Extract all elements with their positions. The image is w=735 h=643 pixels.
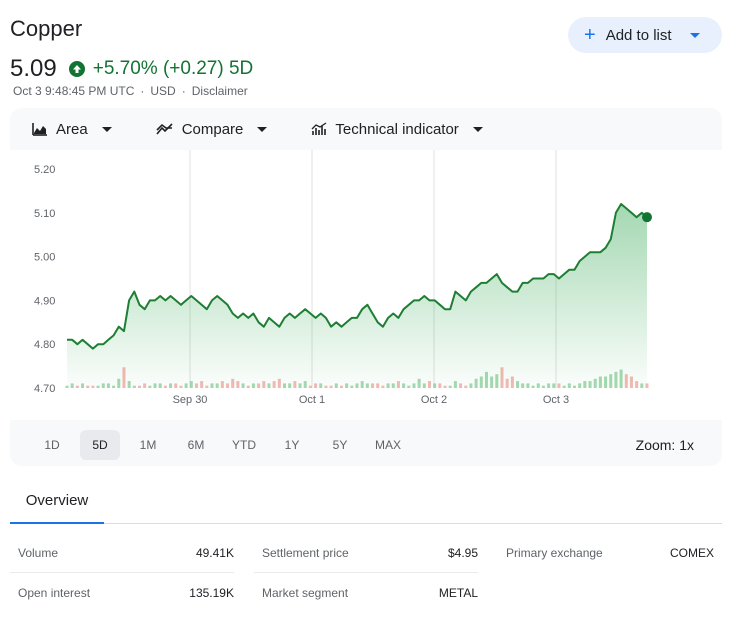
add-to-list-label: Add to list [605, 26, 672, 44]
compare-dropdown[interactable]: Compare [156, 121, 268, 138]
last-price-point [642, 212, 652, 223]
price-change: +5.70% (+0.27) 5D [92, 58, 254, 79]
stat-volume: Volume 49.41K [10, 533, 234, 573]
y-tick-label: 5.00 [34, 252, 55, 264]
plus-icon: + [584, 24, 596, 46]
range-button-1d[interactable]: 1D [44, 438, 60, 452]
price-area-fill [67, 204, 647, 388]
timestamp: Oct 3 9:48:45 PM UTC [13, 84, 135, 98]
chart-type-label: Area [56, 120, 88, 138]
range-button-5d[interactable]: 5D [80, 430, 120, 460]
price-line [67, 203, 648, 350]
compare-label: Compare [181, 120, 244, 138]
stat-label: Open interest [18, 586, 91, 600]
arrow-up-circle-icon [68, 61, 85, 77]
currency: USD [150, 84, 176, 98]
price-chart[interactable]: 5.20 5.10 5.00 4.90 4.80 4.70 Sep 30 Oct 1 Oct 2… [10, 150, 722, 420]
zoom-level: Zoom: 1x [635, 437, 694, 453]
y-tick-label: 5.10 [34, 208, 55, 220]
range-button-ytd[interactable]: YTD [232, 438, 256, 452]
stat-value: 135.19K [189, 586, 234, 600]
chart-type-dropdown[interactable]: Area [32, 121, 112, 138]
technical-indicator-dropdown[interactable]: Technical indicator [311, 120, 483, 138]
stat-label: Primary exchange [506, 546, 603, 560]
y-tick-label: 4.80 [34, 339, 55, 351]
y-tick-label: 4.90 [34, 295, 55, 307]
add-to-list-button[interactable]: + Add to list [568, 17, 722, 53]
x-tick-label: Oct 3 [543, 394, 569, 406]
current-price: 5.09 [10, 55, 57, 82]
disclaimer-link[interactable]: Disclaimer [191, 84, 248, 98]
y-tick-label: 5.20 [34, 164, 55, 176]
stat-value: METAL [438, 586, 478, 600]
stat-label: Settlement price [262, 545, 349, 560]
stat-label: Volume [18, 545, 59, 560]
range-button-max[interactable]: MAX [374, 438, 401, 452]
stat-value: COMEX [669, 546, 714, 560]
chart-toolbar: Area Compare Technical indicator [10, 108, 722, 150]
range-button-6m[interactable]: 6M [187, 438, 205, 452]
chart-card: Area Compare Technical indicator 5.20 5.1… [10, 108, 722, 466]
stat-value: $4.95 [447, 545, 478, 560]
stat-settlement-price: Settlement price $4.95 [254, 533, 478, 573]
chevron-down-icon [689, 32, 700, 38]
time-range-selector: 1D 5D 1M 6M YTD 1Y 5Y MAX [32, 430, 408, 460]
chart-area[interactable]: 5.20 5.10 5.00 4.90 4.80 4.70 Sep 30 Oct 1 Oct 2… [10, 150, 722, 420]
stat-label: Market segment [262, 586, 349, 600]
separator-dot: · [181, 84, 186, 98]
range-button-1m[interactable]: 1M [139, 438, 157, 452]
chevron-down-icon [472, 126, 483, 132]
technical-indicator-label: Technical indicator [335, 120, 459, 138]
compare-icon [156, 123, 173, 135]
indicator-icon [311, 122, 327, 135]
stat-primary-exchange: Primary exchange COMEX [498, 533, 714, 573]
stat-value: 49.41K [195, 545, 234, 560]
area-chart-icon [32, 123, 47, 136]
price-row: 5.09 +5.70% (+0.27) 5D [10, 55, 253, 83]
tab-bar: Overview [10, 478, 722, 524]
range-button-5y[interactable]: 5Y [332, 438, 348, 452]
x-tick-label: Oct 2 [421, 394, 447, 406]
tab-overview[interactable]: Overview [10, 478, 104, 524]
chevron-down-icon [257, 126, 268, 132]
x-tick-label: Oct 1 [299, 394, 325, 406]
stat-open-interest: Open interest 135.19K [10, 573, 234, 613]
quote-meta: Oct 3 9:48:45 PM UTC · USD · Disclaimer [13, 84, 248, 98]
y-tick-label: 4.70 [34, 383, 55, 395]
chevron-down-icon [101, 126, 112, 132]
page-title: Copper [10, 16, 83, 41]
separator-dot: · [140, 84, 145, 98]
stat-market-segment: Market segment METAL [254, 573, 478, 613]
range-button-1y[interactable]: 1Y [284, 438, 300, 452]
x-tick-label: Sep 30 [173, 394, 208, 406]
